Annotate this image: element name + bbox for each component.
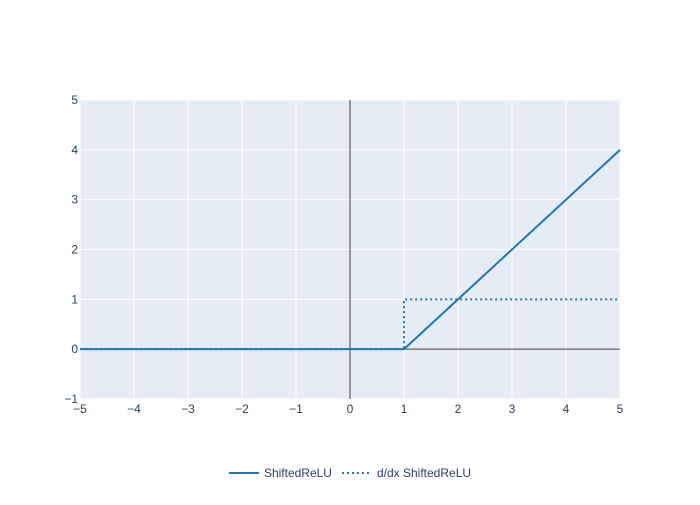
x-tick-label: 4 <box>563 402 570 416</box>
x-tick-label: −4 <box>127 402 141 416</box>
y-tick-label: 4 <box>71 143 78 157</box>
y-tick-label: 0 <box>71 342 78 356</box>
x-tick-label: 3 <box>509 402 516 416</box>
x-tick-label: −3 <box>181 402 195 416</box>
legend-label: d/dx ShiftedReLU <box>377 466 471 480</box>
x-axis-tick-labels: −5 −4 −3 −2 −1 0 1 2 3 4 5 <box>73 402 624 416</box>
function-series-line <box>80 149 621 351</box>
x-tick-label: −1 <box>289 402 303 416</box>
y-tick-label: 3 <box>71 193 78 207</box>
x-tick-label: 5 <box>617 402 624 416</box>
x-tick-label: 1 <box>401 402 408 416</box>
series-lines <box>80 149 621 351</box>
x-tick-label: −2 <box>235 402 249 416</box>
y-tick-label: 5 <box>71 93 78 107</box>
x-tick-label: 2 <box>455 402 462 416</box>
x-tick-label: 0 <box>347 402 354 416</box>
legend-item[interactable]: ShiftedReLU <box>228 466 332 480</box>
legend-label: ShiftedReLU <box>264 466 332 480</box>
y-tick-label: −1 <box>64 392 78 406</box>
y-axis-tick-labels: −1 0 1 2 3 4 5 <box>64 93 78 406</box>
x-tick-label: −5 <box>73 402 87 416</box>
legend[interactable]: ShiftedReLU d/dx ShiftedReLU <box>228 466 471 480</box>
legend-item[interactable]: d/dx ShiftedReLU <box>341 466 471 480</box>
y-tick-label: 1 <box>71 292 78 306</box>
derivative-series-line <box>80 298 620 351</box>
y-tick-label: 2 <box>71 243 78 257</box>
